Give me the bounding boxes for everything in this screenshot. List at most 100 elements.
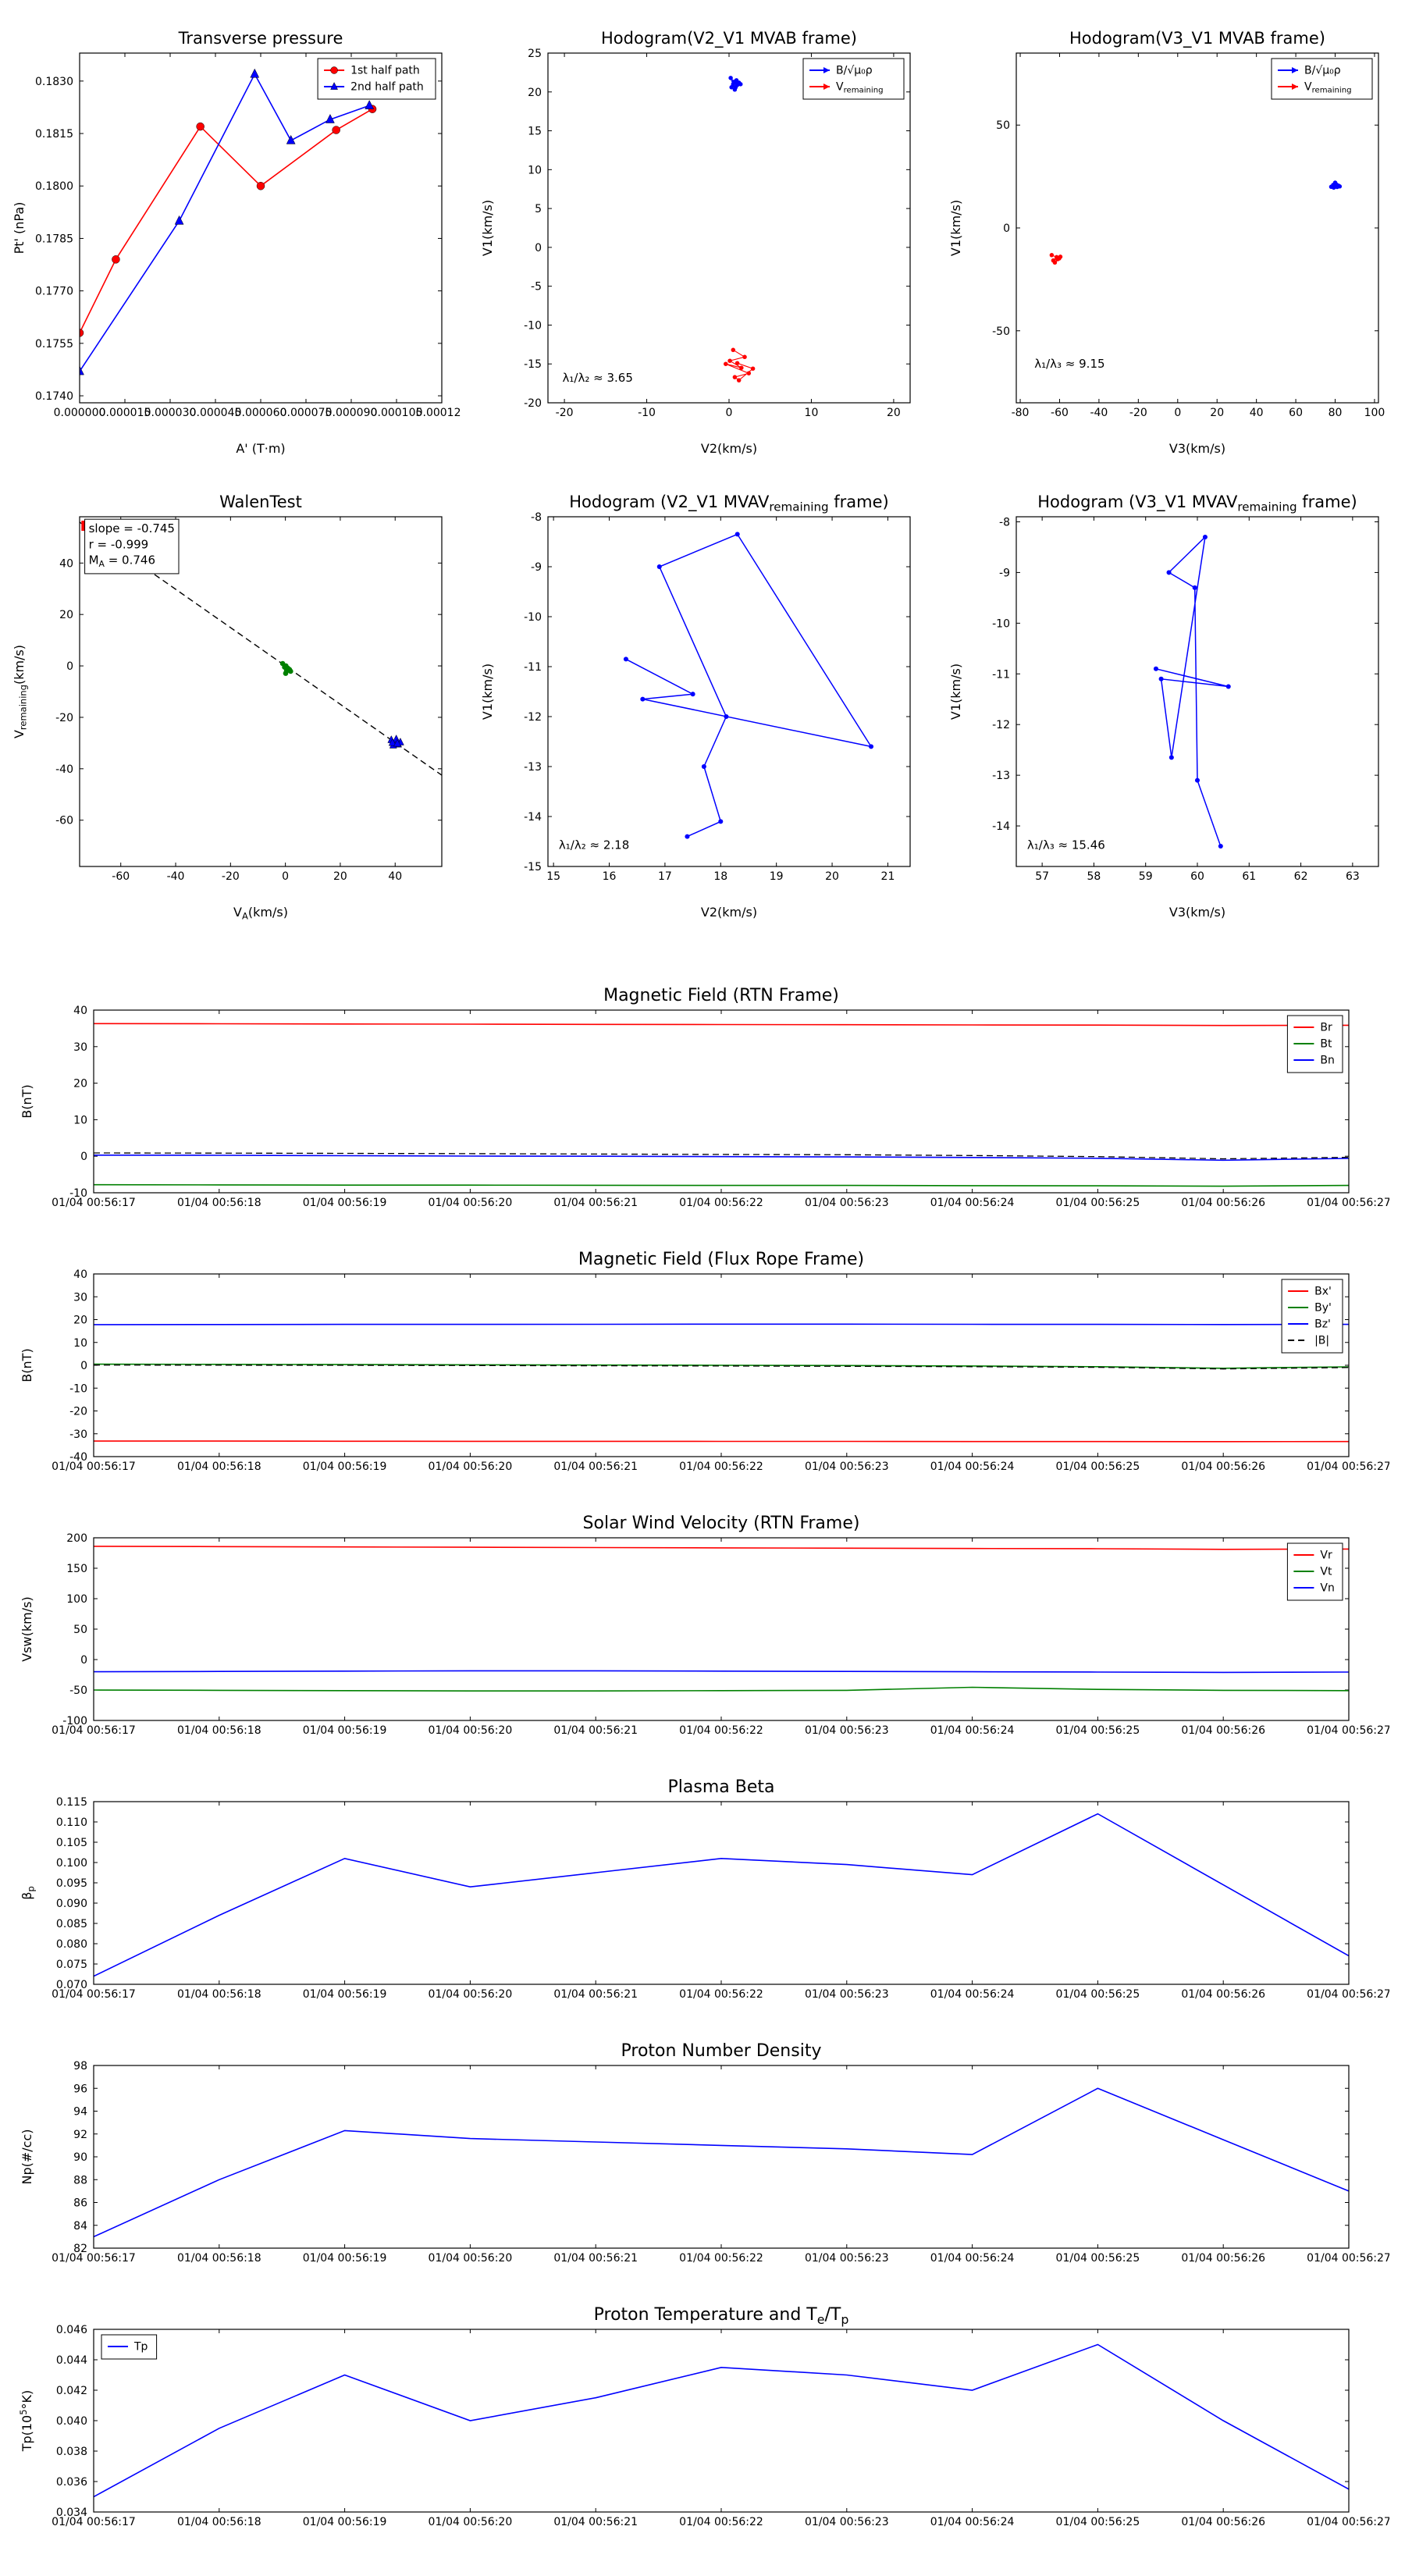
svg-text:Proton Number Density: Proton Number Density	[621, 2041, 822, 2061]
chart-hodogram-v3v1-mvav: 57 58 59 60 61 62 63 -14 -13 -12 -11 -10 -9 -8 Hodogra…	[944, 484, 1397, 929]
svg-text:0: 0	[726, 407, 733, 419]
svg-text:-60: -60	[1051, 407, 1069, 419]
svg-text:r = -0.999: r = -0.999	[89, 537, 149, 551]
svg-text:0.000090: 0.000090	[325, 407, 378, 419]
svg-text:slope = -0.745: slope = -0.745	[89, 521, 175, 535]
svg-text:0: 0	[80, 1654, 87, 1667]
svg-text:20: 20	[887, 407, 901, 419]
svg-text:0.000000: 0.000000	[54, 407, 106, 419]
svg-text:01/04 00:56:24: 01/04 00:56:24	[930, 1197, 1015, 1209]
chart-hodogram-v2v1-mvab: -20 -10 0 10 20 -20 -15 -10 -5 0 5 10 15 20 25 Hodogram…	[476, 20, 929, 465]
svg-text:01/04 00:56:17: 01/04 00:56:17	[52, 1461, 136, 1473]
svg-text:01/04 00:56:24: 01/04 00:56:24	[930, 1988, 1015, 2001]
svg-text:01/04 00:56:22: 01/04 00:56:22	[679, 1988, 763, 2001]
svg-text:1st half path: 1st half path	[350, 65, 420, 77]
svg-text:01/04 00:56:20: 01/04 00:56:20	[429, 1461, 513, 1473]
svg-text:86: 86	[73, 2197, 87, 2210]
svg-text:-80: -80	[1012, 407, 1030, 419]
svg-text:82: 82	[73, 2243, 87, 2255]
svg-text:Pt' (nPa): Pt' (nPa)	[12, 202, 27, 254]
svg-text:-60: -60	[55, 815, 73, 827]
svg-text:19: 19	[770, 870, 784, 883]
svg-text:01/04 00:56:26: 01/04 00:56:26	[1181, 2516, 1265, 2528]
svg-text:01/04 00:56:21: 01/04 00:56:21	[553, 2516, 638, 2528]
svg-text:0.1785: 0.1785	[35, 233, 73, 245]
svg-text:40: 40	[73, 1005, 87, 1017]
svg-text:Plasma Beta: Plasma Beta	[668, 1777, 775, 1797]
svg-text:V2(km/s): V2(km/s)	[701, 905, 757, 920]
svg-text:MA = 0.746: MA = 0.746	[89, 553, 155, 569]
svg-text:01/04 00:56:19: 01/04 00:56:19	[303, 1461, 387, 1473]
svg-text:0.042: 0.042	[56, 2385, 87, 2397]
svg-text:01/04 00:56:25: 01/04 00:56:25	[1056, 2516, 1140, 2528]
svg-text:01/04 00:56:17: 01/04 00:56:17	[52, 1988, 136, 2001]
svg-text:Vremaining: Vremaining	[836, 81, 884, 95]
svg-text:Bn: Bn	[1320, 1055, 1334, 1067]
svg-text:5: 5	[535, 203, 542, 215]
svg-text:By': By'	[1314, 1302, 1332, 1315]
svg-text:21: 21	[881, 870, 895, 883]
svg-text:0.070: 0.070	[56, 1979, 87, 1991]
svg-text:20: 20	[59, 609, 73, 621]
spacer	[0, 929, 1405, 979]
svg-text:92: 92	[73, 2129, 87, 2141]
svg-text:-20: -20	[69, 1406, 87, 1418]
svg-text:01/04 00:56:20: 01/04 00:56:20	[429, 2516, 513, 2528]
svg-text:0.100: 0.100	[56, 1857, 87, 1870]
svg-text:0.1740: 0.1740	[35, 390, 73, 403]
svg-text:-15: -15	[524, 861, 542, 873]
chart-magnetic-field-flux-rope: 01/04 00:56:17 01/04 00:56:18 01/04 00:56:…	[16, 1243, 1389, 1502]
svg-text:Magnetic Field (Flux Rope Fram: Magnetic Field (Flux Rope Frame)	[578, 1250, 864, 1269]
svg-text:30: 30	[73, 1041, 87, 1054]
chart-hodogram-v2v1-mvav: 15 16 17 18 19 20 21 -15 -14 -13 -12 -11 -10 -9 -8 Hodo…	[476, 484, 929, 929]
svg-text:40: 40	[1250, 407, 1264, 419]
svg-text:-13: -13	[524, 761, 542, 774]
svg-text:40: 40	[73, 1268, 87, 1281]
svg-text:-20: -20	[55, 712, 73, 724]
svg-text:01/04 00:56:21: 01/04 00:56:21	[553, 1461, 638, 1473]
svg-text:Bt: Bt	[1320, 1038, 1332, 1051]
svg-text:01/04 00:56:19: 01/04 00:56:19	[303, 2516, 387, 2528]
svg-text:B/√μ₀ρ: B/√μ₀ρ	[836, 65, 873, 77]
svg-text:01/04 00:56:23: 01/04 00:56:23	[805, 1461, 889, 1473]
svg-text:01/04 00:56:23: 01/04 00:56:23	[805, 2516, 889, 2528]
svg-text:Proton Temperature and Te/Tp: Proton Temperature and Te/Tp	[594, 2305, 849, 2327]
svg-text:01/04 00:56:23: 01/04 00:56:23	[805, 2252, 889, 2265]
svg-text:-40: -40	[167, 870, 185, 883]
svg-text:0: 0	[535, 242, 542, 254]
hodogram-row-1: 0.000000 0.000015 0.000030 0.000045 0.000060…	[0, 20, 1405, 465]
svg-text:Vsw(km/s): Vsw(km/s)	[20, 1596, 34, 1661]
svg-text:Magnetic Field (RTN Frame): Magnetic Field (RTN Frame)	[603, 986, 839, 1005]
svg-text:Hodogram (V3_V1 MVAVremaining: Hodogram (V3_V1 MVAVremaining frame)	[1037, 493, 1357, 514]
svg-text:-5: -5	[531, 281, 542, 294]
svg-text:01/04 00:56:27: 01/04 00:56:27	[1307, 2516, 1389, 2528]
svg-text:01/04 00:56:18: 01/04 00:56:18	[177, 2516, 261, 2528]
svg-text:λ₁/λ₂ ≈ 2.18: λ₁/λ₂ ≈ 2.18	[559, 838, 629, 852]
svg-text:20: 20	[825, 870, 839, 883]
svg-text:01/04 00:56:25: 01/04 00:56:25	[1056, 1988, 1140, 2001]
svg-text:50: 50	[73, 1624, 87, 1636]
svg-text:B(nT): B(nT)	[20, 1348, 34, 1382]
svg-text:0: 0	[66, 660, 73, 673]
svg-text:B/√μ₀ρ: B/√μ₀ρ	[1304, 65, 1341, 77]
svg-text:16: 16	[603, 870, 617, 883]
svg-text:15: 15	[528, 126, 542, 138]
svg-text:-10: -10	[992, 617, 1010, 630]
svg-text:0.1755: 0.1755	[35, 338, 73, 350]
svg-text:-15: -15	[524, 358, 542, 371]
svg-text:0.090: 0.090	[56, 1898, 87, 1910]
svg-text:0.1800: 0.1800	[35, 180, 73, 193]
svg-text:01/04 00:56:27: 01/04 00:56:27	[1307, 1197, 1389, 1209]
svg-text:98: 98	[73, 2060, 87, 2073]
svg-text:Solar Wind Velocity (RTN Frame: Solar Wind Velocity (RTN Frame)	[583, 1514, 860, 1533]
svg-text:|B|: |B|	[1314, 1335, 1329, 1347]
svg-text:-12: -12	[992, 719, 1010, 731]
svg-text:0.038: 0.038	[56, 2446, 87, 2458]
svg-text:-40: -40	[1090, 407, 1108, 419]
svg-text:100: 100	[66, 1593, 87, 1606]
svg-text:20: 20	[528, 87, 542, 99]
svg-text:Vremaining: Vremaining	[1304, 81, 1352, 95]
svg-text:96: 96	[73, 2083, 87, 2095]
